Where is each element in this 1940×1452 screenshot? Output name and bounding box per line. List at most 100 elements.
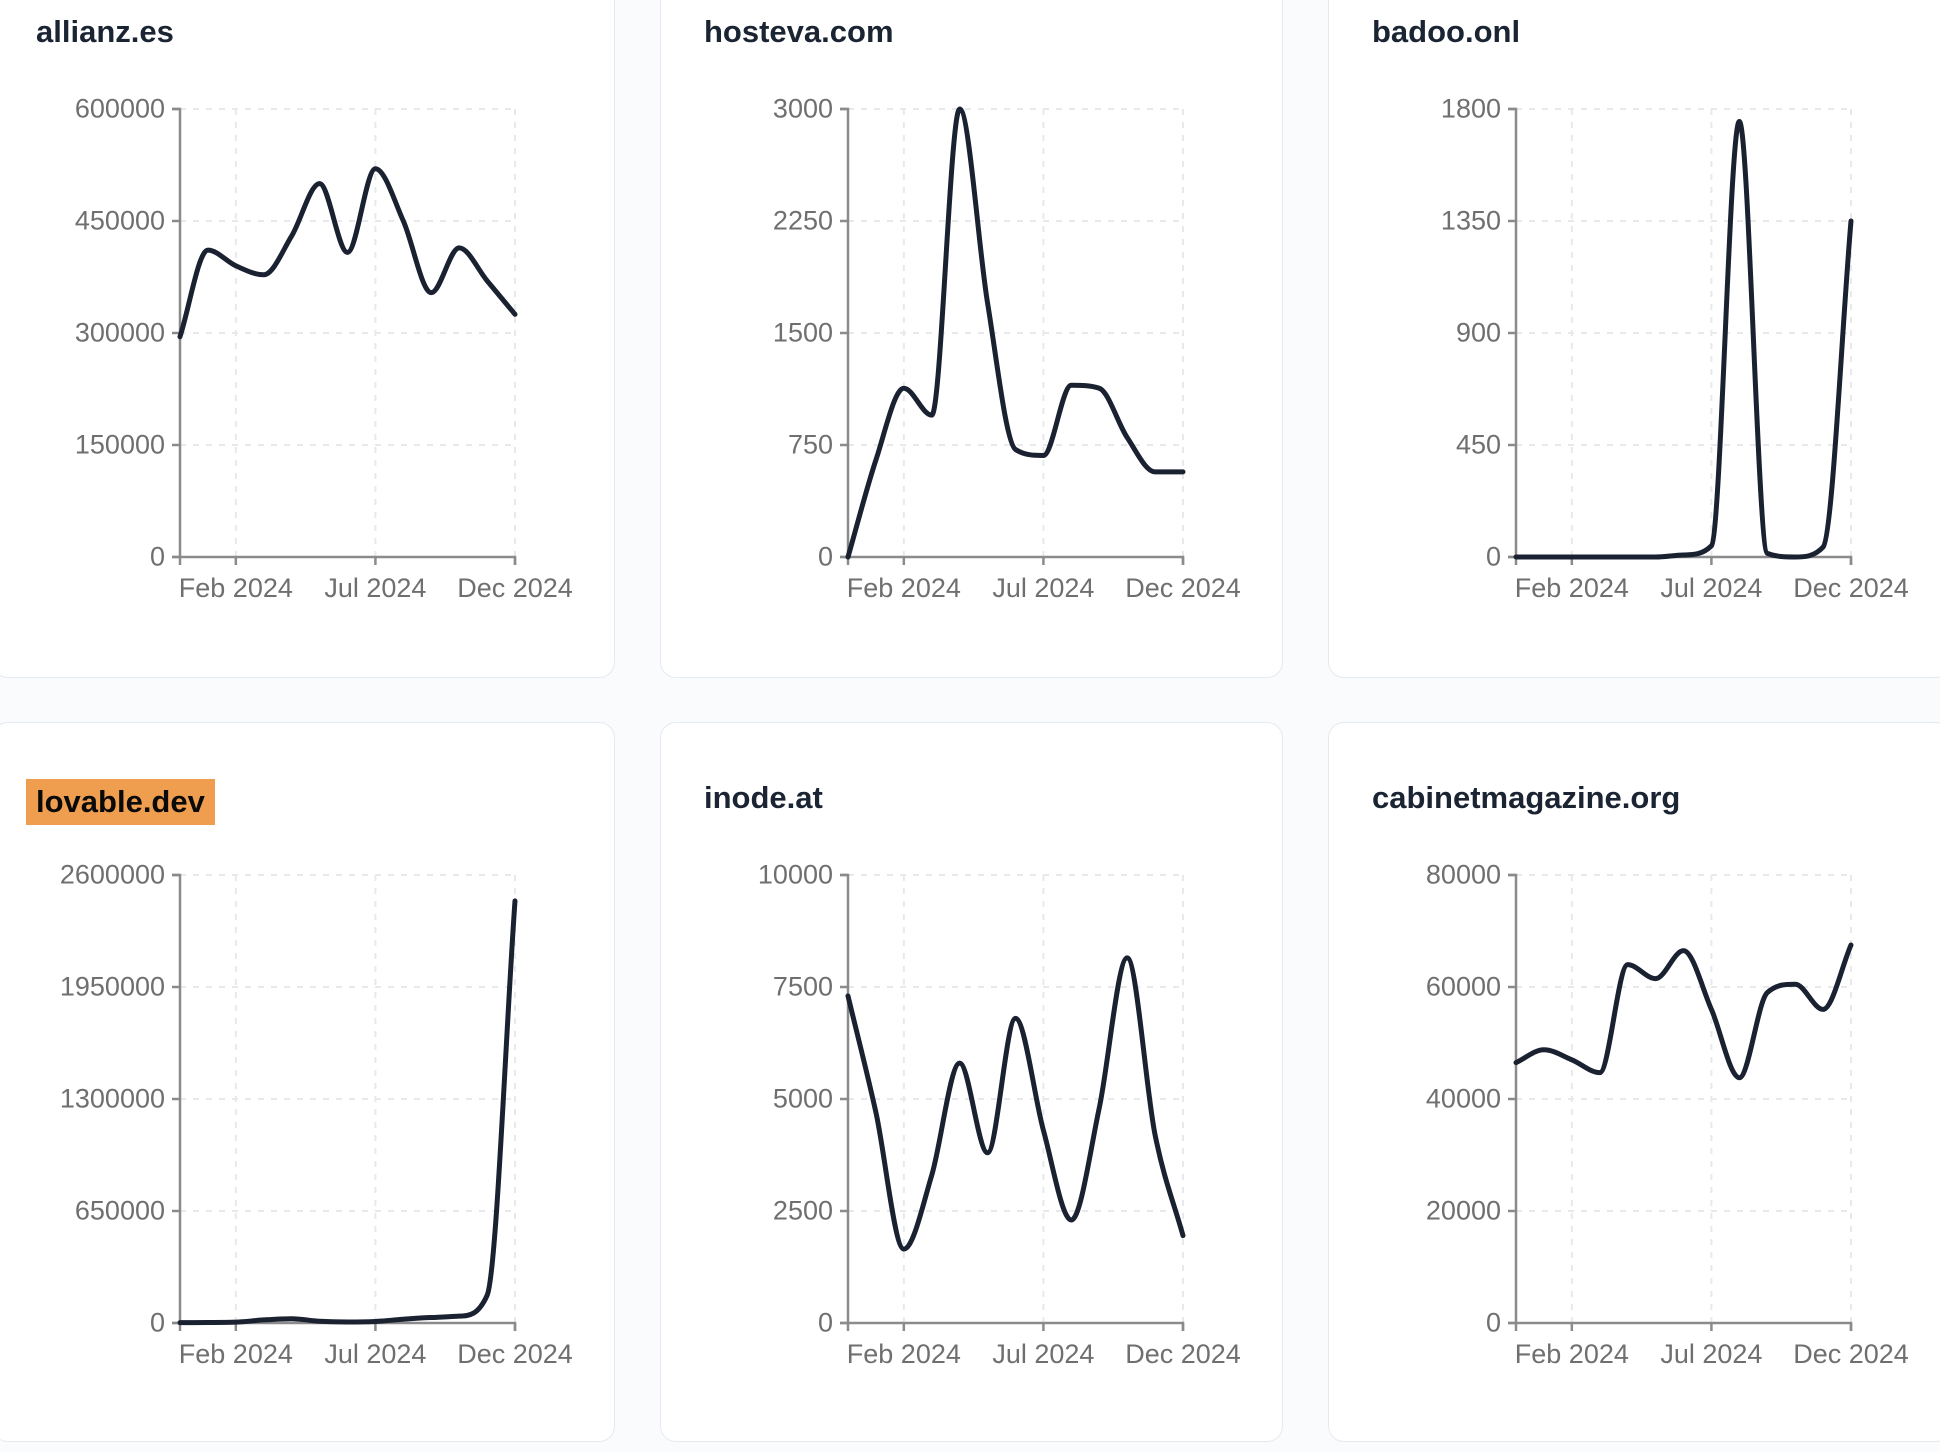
y-tick-label: 2250 bbox=[773, 206, 833, 236]
y-tick-label: 300000 bbox=[75, 318, 165, 348]
y-tick-label: 1300000 bbox=[60, 1084, 165, 1114]
chart-title[interactable]: inode.at bbox=[704, 780, 823, 815]
chart-title[interactable]: lovable.dev bbox=[26, 779, 215, 825]
gridlines bbox=[1516, 874, 1852, 1323]
x-axis-domain bbox=[846, 1321, 1185, 1331]
page-title: cabinetmagazine.org bbox=[1372, 779, 1940, 817]
y-axis: 0 2500 5000 7500 10000 bbox=[758, 860, 850, 1338]
gridlines bbox=[180, 108, 516, 557]
y-tick-label: 150000 bbox=[75, 430, 165, 460]
x-axis: Feb 2024 Jul 2024 Dec 2024 bbox=[846, 1321, 1241, 1369]
chart-title[interactable]: hosteva.com bbox=[704, 14, 894, 49]
x-axis: Feb 2024 Jul 2024 Dec 2024 bbox=[1514, 1321, 1909, 1369]
y-tick-label: 750 bbox=[788, 430, 833, 460]
x-tick-label: Jul 2024 bbox=[324, 573, 426, 603]
page-title: allianz.es bbox=[36, 13, 614, 51]
y-tick-label: 7500 bbox=[773, 972, 833, 1002]
series-line bbox=[845, 955, 1186, 1252]
y-tick-label: 2500 bbox=[773, 1196, 833, 1226]
y-tick-label: 5000 bbox=[773, 1084, 833, 1114]
chart-card-inode: inode.at 0 2500 5000 7500 10000 Feb 2024 Jul 2… bbox=[660, 722, 1283, 1442]
series-line bbox=[1513, 118, 1854, 560]
y-tick-label: 900 bbox=[1456, 318, 1501, 348]
y-axis: 0 450 900 1350 1800 bbox=[1441, 94, 1518, 572]
x-tick-label: Jul 2024 bbox=[992, 573, 1094, 603]
x-tick-label: Feb 2024 bbox=[179, 1339, 293, 1369]
gridlines bbox=[180, 874, 516, 1323]
chart-card-allianz: allianz.es 0 150000 300000 450000 600000 Feb … bbox=[0, 0, 615, 678]
y-tick-label: 0 bbox=[818, 1308, 833, 1338]
y-tick-label: 80000 bbox=[1426, 860, 1501, 890]
y-tick-label: 2600000 bbox=[60, 860, 165, 890]
y-tick-label: 0 bbox=[1486, 542, 1501, 572]
x-tick-label: Feb 2024 bbox=[1515, 1339, 1629, 1369]
x-axis: Feb 2024 Jul 2024 Dec 2024 bbox=[178, 555, 573, 603]
y-tick-label: 1800 bbox=[1441, 94, 1501, 124]
y-tick-label: 650000 bbox=[75, 1196, 165, 1226]
series-line bbox=[845, 106, 1186, 560]
y-tick-label: 1350 bbox=[1441, 206, 1501, 236]
x-tick-label: Jul 2024 bbox=[1660, 1339, 1762, 1369]
y-axis: 0 750 1500 2250 3000 bbox=[773, 94, 850, 572]
line-chart: 0 20000 40000 60000 80000 Feb 2024 Jul 2024 Dec… bbox=[1426, 860, 1909, 1369]
chart-card-badoo: badoo.onl 0 450 900 1350 1800 Feb 2024 Jul 202… bbox=[1328, 0, 1940, 678]
series-line bbox=[177, 898, 518, 1326]
page-title: hosteva.com bbox=[704, 13, 1282, 51]
line-chart: 0 450 900 1350 1800 Feb 2024 Jul 2024 Dec 2024 bbox=[1441, 94, 1909, 603]
x-tick-label: Dec 2024 bbox=[457, 573, 573, 603]
y-tick-label: 450 bbox=[1456, 430, 1501, 460]
y-tick-label: 40000 bbox=[1426, 1084, 1501, 1114]
y-tick-label: 3000 bbox=[773, 94, 833, 124]
chart-card-lovable: lovable.dev 0 650000 1300000 1950000 2600000… bbox=[0, 722, 615, 1442]
series-line bbox=[1513, 942, 1854, 1081]
x-tick-label: Feb 2024 bbox=[847, 573, 961, 603]
x-tick-label: Dec 2024 bbox=[1125, 573, 1241, 603]
y-axis: 0 650000 1300000 1950000 2600000 bbox=[60, 860, 182, 1338]
x-tick-label: Feb 2024 bbox=[179, 573, 293, 603]
y-tick-label: 1950000 bbox=[60, 972, 165, 1002]
y-tick-label: 600000 bbox=[75, 94, 165, 124]
y-axis: 0 20000 40000 60000 80000 bbox=[1426, 860, 1518, 1338]
y-tick-label: 20000 bbox=[1426, 1196, 1501, 1226]
x-tick-label: Jul 2024 bbox=[1660, 573, 1762, 603]
line-chart: 0 150000 300000 450000 600000 Feb 2024 Jul 202… bbox=[75, 94, 573, 603]
gridlines bbox=[848, 108, 1184, 557]
chart-title[interactable]: allianz.es bbox=[36, 14, 174, 49]
page-title: lovable.dev bbox=[26, 779, 614, 825]
y-tick-label: 0 bbox=[150, 542, 165, 572]
x-tick-label: Feb 2024 bbox=[847, 1339, 961, 1369]
x-axis-domain bbox=[1514, 1321, 1853, 1331]
y-tick-label: 450000 bbox=[75, 206, 165, 236]
y-tick-label: 0 bbox=[150, 1308, 165, 1338]
y-tick-label: 0 bbox=[818, 542, 833, 572]
x-tick-label: Jul 2024 bbox=[324, 1339, 426, 1369]
x-tick-label: Feb 2024 bbox=[1515, 573, 1629, 603]
y-tick-label: 10000 bbox=[758, 860, 833, 890]
x-tick-label: Jul 2024 bbox=[992, 1339, 1094, 1369]
x-tick-label: Dec 2024 bbox=[1125, 1339, 1241, 1369]
y-tick-label: 1500 bbox=[773, 318, 833, 348]
chart-card-cabinetmagazine: cabinetmagazine.org 0 20000 40000 60000 8000… bbox=[1328, 722, 1940, 1442]
line-chart: 0 650000 1300000 1950000 2600000 Feb 2024 Jul … bbox=[60, 860, 573, 1369]
x-axis: Feb 2024 Jul 2024 Dec 2024 bbox=[846, 555, 1241, 603]
series-line bbox=[177, 166, 518, 340]
y-tick-label: 0 bbox=[1486, 1308, 1501, 1338]
x-axis: Feb 2024 Jul 2024 Dec 2024 bbox=[1514, 555, 1909, 603]
chart-card-hosteva: hosteva.com 0 750 1500 2250 3000 Feb 2024 Jul … bbox=[660, 0, 1283, 678]
page-title: inode.at bbox=[704, 779, 1282, 817]
page-title: badoo.onl bbox=[1372, 13, 1940, 51]
x-tick-label: Dec 2024 bbox=[1793, 1339, 1909, 1369]
chart-title[interactable]: badoo.onl bbox=[1372, 14, 1521, 49]
gridlines bbox=[848, 874, 1184, 1323]
y-tick-label: 60000 bbox=[1426, 972, 1501, 1002]
x-axis-domain bbox=[846, 555, 1185, 565]
x-tick-label: Dec 2024 bbox=[1793, 573, 1909, 603]
line-chart: 0 750 1500 2250 3000 Feb 2024 Jul 2024 Dec 2024 bbox=[773, 94, 1241, 603]
x-tick-label: Dec 2024 bbox=[457, 1339, 573, 1369]
x-axis-domain bbox=[178, 555, 517, 565]
x-axis: Feb 2024 Jul 2024 Dec 2024 bbox=[178, 1321, 573, 1369]
gridlines bbox=[1516, 108, 1852, 557]
chart-title[interactable]: cabinetmagazine.org bbox=[1372, 780, 1681, 815]
y-axis: 0 150000 300000 450000 600000 bbox=[75, 94, 182, 572]
